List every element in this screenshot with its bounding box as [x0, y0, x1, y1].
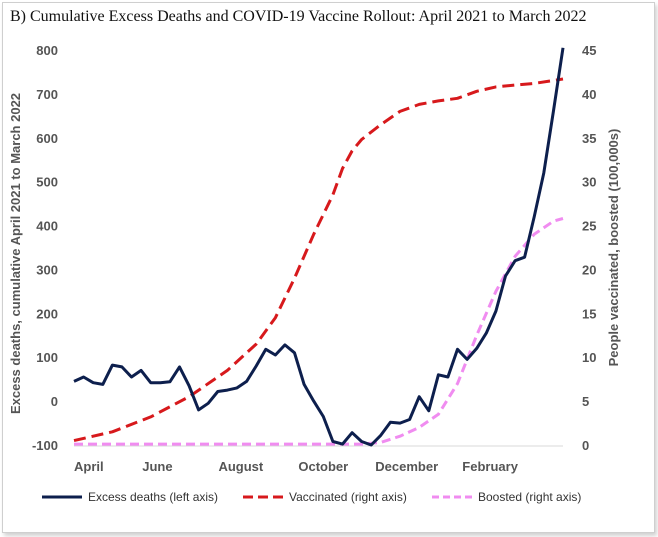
x-tick-label: October [298, 459, 348, 474]
right-tick-label: 15 [582, 306, 596, 321]
excess-deaths-line [73, 47, 565, 447]
right-tick-label: 10 [582, 350, 596, 365]
left-axis-ticks: -100 0 100 200 300 400 500 600 700 800 [32, 43, 58, 453]
x-tick-label: August [218, 459, 263, 474]
right-tick-label: 30 [582, 175, 596, 190]
left-tick-label: 300 [36, 262, 58, 277]
legend-label: Excess deaths (left axis) [88, 490, 218, 504]
right-tick-label: 5 [582, 394, 589, 409]
left-tick-label: 400 [36, 219, 58, 234]
left-tick-label: 500 [36, 175, 58, 190]
left-tick-label: 0 [51, 394, 58, 409]
right-tick-label: 45 [582, 43, 596, 58]
chart-title: B) Cumulative Excess Deaths and COVID-19… [10, 8, 587, 25]
vaccinated-line [73, 77, 564, 443]
left-axis-label: Excess deaths, cumulative April 2021 to … [8, 93, 23, 414]
left-tick-label: 100 [36, 350, 58, 365]
left-tick-label: -100 [32, 438, 58, 453]
x-tick-label: December [375, 459, 438, 474]
right-tick-label: 40 [582, 87, 596, 102]
x-tick-label: February [462, 459, 518, 474]
x-tick-label: June [142, 459, 172, 474]
left-tick-label: 600 [36, 131, 58, 146]
x-tick-label: April [74, 459, 104, 474]
right-axis-label: People vaccinated, boosted (100,000s) [606, 129, 621, 367]
right-tick-label: 25 [582, 219, 596, 234]
left-tick-label: 700 [36, 87, 58, 102]
legend: Excess deaths (left axis) Vaccinated (rig… [42, 490, 581, 504]
left-tick-label: 800 [36, 43, 58, 58]
right-tick-label: 0 [582, 438, 589, 453]
right-tick-label: 20 [582, 262, 596, 277]
right-axis-ticks: 0 5 10 15 20 25 30 35 40 45 [582, 43, 596, 453]
legend-label: Boosted (right axis) [478, 490, 581, 504]
right-tick-label: 35 [582, 131, 596, 146]
legend-label: Vaccinated (right axis) [289, 490, 407, 504]
left-tick-label: 200 [36, 306, 58, 321]
x-axis-ticks: April June August October December February [74, 459, 519, 474]
series-layer [73, 47, 565, 447]
